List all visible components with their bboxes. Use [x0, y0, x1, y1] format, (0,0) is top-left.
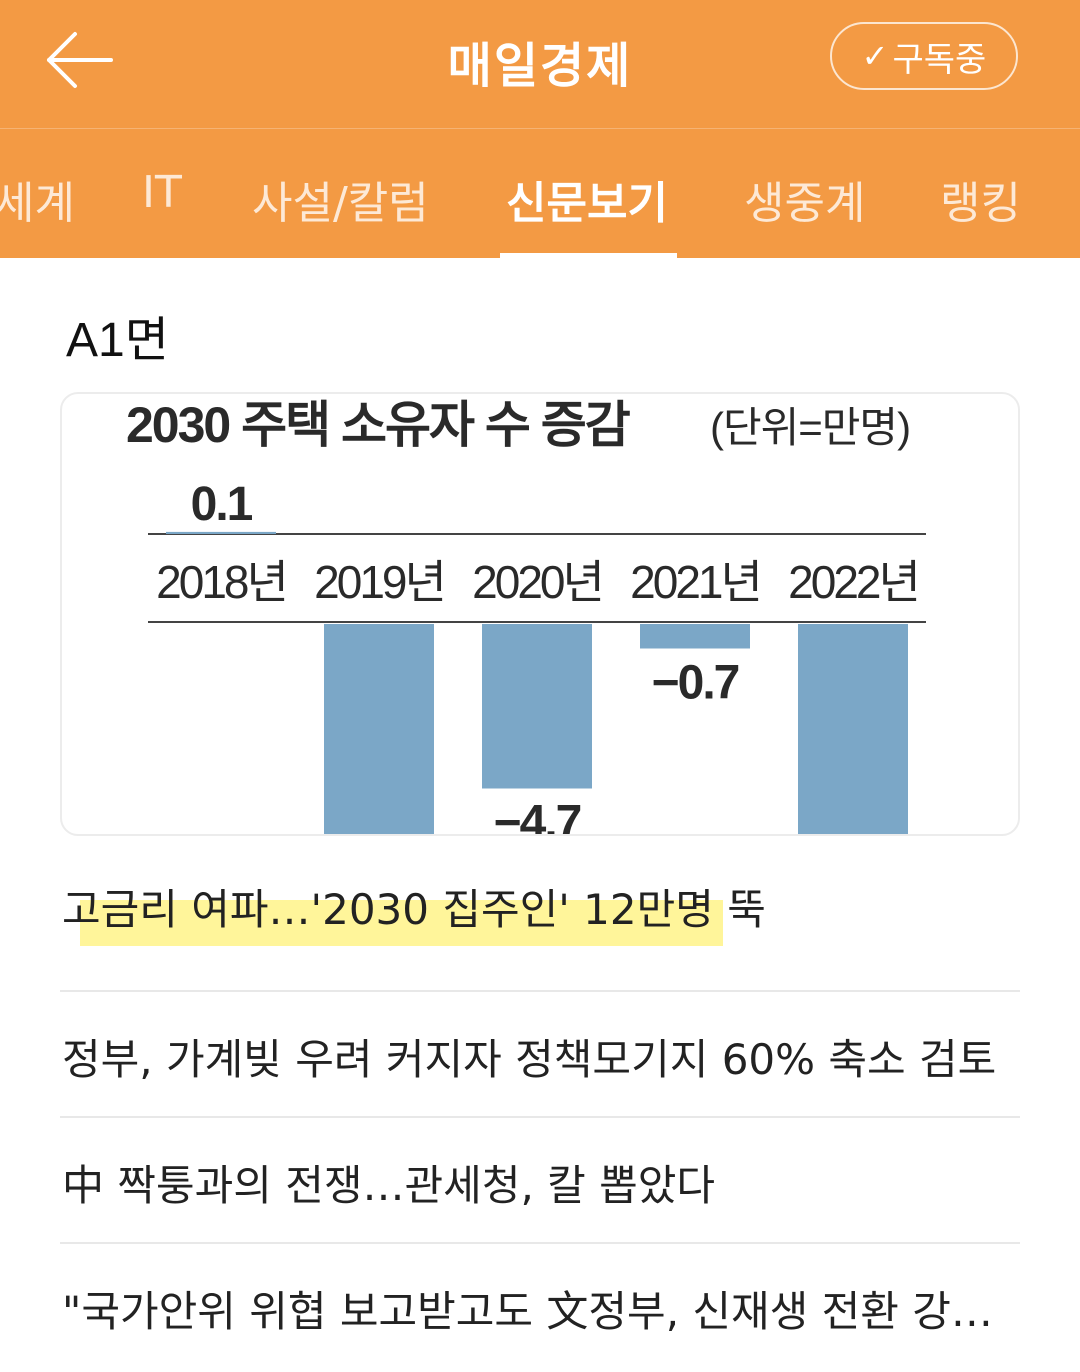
- tab-newspaper[interactable]: 신문보기: [506, 178, 668, 229]
- active-tab-indicator: [500, 253, 677, 258]
- back-arrow-icon: [47, 32, 113, 88]
- back-button[interactable]: [40, 24, 118, 96]
- app-header: 매일경제 ✓ 구독중: [0, 0, 1080, 128]
- tab-ranking[interactable]: 랭킹: [940, 178, 1021, 229]
- divider: [60, 1116, 1020, 1118]
- headline-3[interactable]: 中 짝퉁과의 전쟁…관세청, 칼 뽑았다: [62, 1161, 716, 1210]
- headline-2[interactable]: 정부, 가계빚 우려 커지자 정책모기지 60% 축소 검토: [62, 1035, 997, 1084]
- tab-world[interactable]: 세계: [0, 178, 75, 229]
- chart-unit: (단위=만명): [710, 404, 910, 451]
- data-label: 0.1: [191, 478, 253, 531]
- chart-title: 2030 주택 소유자 수 증감: [126, 397, 631, 453]
- subscribe-button[interactable]: ✓ 구독중: [830, 22, 1018, 90]
- category-tabs: 세계 IT 사설/칼럼 신문보기 생중계 랭킹: [0, 128, 1080, 258]
- x-tick-label: 2018년: [156, 556, 286, 608]
- divider: [60, 1242, 1020, 1244]
- subscribe-label: 구독중: [892, 39, 987, 80]
- headline-4[interactable]: "국가안위 위협 보고받고도 文정부, 신재생 전환 강…: [62, 1287, 993, 1336]
- front-page-graphic[interactable]: 2030 주택 소유자 수 증감 (단위=만명) 2018년 0.1 2019년 20…: [60, 392, 1020, 836]
- x-tick-label: 2020년: [472, 556, 602, 608]
- headline-1[interactable]: 고금리 여파…'2030 집주인' 12만명 뚝: [62, 885, 766, 934]
- headline-highlight: [80, 900, 723, 946]
- bar-chart: 2030 주택 소유자 수 증감 (단위=만명) 2018년 0.1 2019년 20…: [126, 397, 926, 837]
- tab-it[interactable]: IT: [142, 167, 182, 218]
- bar: [640, 624, 750, 649]
- tab-live[interactable]: 생중계: [744, 178, 866, 229]
- x-tick-label: 2022년: [788, 556, 918, 608]
- bar: [166, 531, 276, 534]
- data-label: −0.7: [652, 657, 739, 710]
- app-title: 매일경제: [447, 38, 633, 94]
- check-icon: ✓: [861, 37, 889, 75]
- bar: [798, 624, 908, 834]
- tab-editorial[interactable]: 사설/칼럼: [252, 178, 429, 229]
- bar: [482, 624, 592, 789]
- x-tick-label: 2021년: [630, 556, 760, 608]
- bar: [324, 624, 434, 834]
- divider: [60, 990, 1020, 992]
- page-section-title: A1면: [66, 314, 169, 367]
- data-label: −4.7: [494, 797, 581, 837]
- x-tick-label: 2019년: [314, 556, 444, 608]
